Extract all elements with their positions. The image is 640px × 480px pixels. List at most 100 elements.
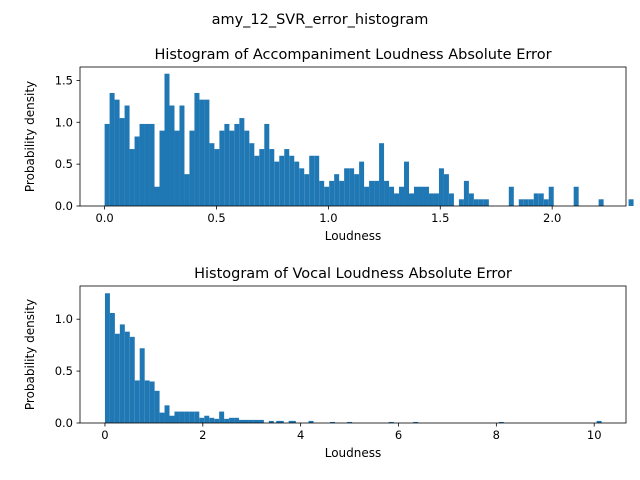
accompaniment-ticks: 0.0 0.5 1.0 1.5 2.0 0.0 0.5 1.0 1.5	[55, 73, 562, 225]
vocal-bar	[413, 421, 419, 423]
accompaniment-x-tick-label: 1.5	[431, 211, 449, 225]
accompaniment-bar	[214, 149, 220, 206]
accompaniment-bar	[129, 149, 135, 206]
vocal-bar	[189, 411, 195, 423]
accompaniment-bar	[443, 174, 449, 206]
accompaniment-bar	[259, 149, 265, 206]
vocal-bar	[268, 420, 274, 423]
vocal-bar	[204, 415, 210, 423]
vocal-x-tick-label: 8	[493, 428, 500, 442]
accompaniment-y-tick-label: 1.5	[55, 73, 73, 87]
accompaniment-bar	[289, 155, 295, 206]
accompaniment-bar	[518, 199, 524, 206]
accompaniment-title: Histogram of Accompaniment Loudness Abso…	[154, 47, 551, 63]
accompaniment-x-axis-label: Loudness	[325, 229, 382, 243]
vocal-bar	[276, 420, 282, 423]
accompaniment-bar	[448, 193, 454, 206]
accompaniment-bar	[169, 105, 175, 206]
accompaniment-bar	[349, 168, 355, 206]
accompaniment-bar	[124, 105, 130, 206]
accompaniment-bar	[364, 186, 370, 206]
accompaniment-bar	[164, 73, 170, 206]
accompaniment-x-tick-label: 2.0	[543, 211, 561, 225]
vocal-bar	[498, 421, 504, 423]
accompaniment-bar	[314, 155, 320, 206]
accompaniment-bar	[433, 193, 439, 206]
accompaniment-bar	[344, 168, 350, 206]
accompaniment-bar	[294, 161, 300, 206]
vocal-bar	[290, 420, 296, 423]
vocal-bar	[278, 420, 284, 423]
vocal-bar	[256, 420, 262, 423]
accompaniment-bar	[114, 99, 120, 206]
vocal-bar	[124, 331, 130, 423]
accompaniment-bar	[528, 199, 534, 206]
vocal-title: Histogram of Vocal Loudness Absolute Err…	[194, 266, 512, 282]
accompaniment-bar	[194, 92, 200, 206]
accompaniment-bar	[384, 180, 390, 206]
vocal-x-tick-label: 6	[395, 428, 402, 442]
accompaniment-bar	[254, 155, 260, 206]
vocal-bar	[347, 421, 353, 423]
accompaniment-bar	[324, 186, 330, 206]
accompaniment-bar	[404, 161, 410, 206]
vocal-x-tick-label: 4	[297, 428, 304, 442]
vocal-y-tick-label: 0.0	[55, 416, 73, 430]
vocal-ticks: 0 2 4 6 8 10 0.0 0.5 1.0	[55, 312, 602, 442]
vocal-bar	[109, 312, 115, 423]
accompaniment-bar	[159, 130, 165, 206]
vocal-axes-frame	[79, 285, 627, 424]
vocal-bar	[144, 380, 150, 423]
accompaniment-y-tick-label: 0.5	[55, 157, 73, 171]
accompaniment-bar	[409, 193, 414, 206]
vocal-bar	[253, 419, 259, 423]
accompaniment-bar	[399, 186, 405, 206]
accompaniment-x-tick-label: 0.5	[207, 211, 225, 225]
accompaniment-bar	[543, 199, 549, 206]
accompaniment-bar	[299, 168, 305, 206]
accompaniment-bar	[508, 186, 514, 206]
vocal-bar	[388, 421, 394, 423]
accompaniment-bar	[234, 123, 240, 206]
accompaniment-bar	[139, 123, 145, 206]
accompaniment-bar	[369, 180, 375, 206]
accompaniment-bar	[199, 99, 205, 206]
vocal-bar	[139, 348, 145, 423]
accompaniment-bar	[224, 123, 230, 206]
accompaniment-x-tick-label: 1.0	[319, 211, 337, 225]
accompaniment-bar	[174, 130, 180, 206]
accompaniment-bar	[339, 180, 345, 206]
accompaniment-bar	[538, 193, 544, 206]
accompaniment-bar	[374, 180, 380, 206]
accompaniment-bar	[284, 149, 290, 206]
accompaniment-bar	[104, 123, 110, 206]
vocal-bar	[104, 293, 110, 423]
accompaniment-bar	[304, 174, 310, 206]
vocal-bar	[179, 411, 185, 423]
accompaniment-bar	[184, 174, 190, 206]
vocal-bar	[199, 417, 205, 423]
vocal-bar	[174, 411, 180, 423]
accompaniment-bar	[473, 199, 479, 206]
vocal-bar	[159, 412, 165, 423]
accompaniment-bar	[483, 199, 489, 206]
accompaniment-bar	[418, 186, 424, 206]
accompaniment-bar	[334, 174, 340, 206]
accompaniment-bar	[414, 186, 419, 206]
accompaniment-bar	[468, 193, 474, 206]
vocal-bar	[209, 417, 215, 423]
vocal-bars	[104, 293, 602, 423]
accompaniment-bar	[279, 155, 285, 206]
accompaniment-bar	[389, 186, 395, 206]
accompaniment-bar	[229, 130, 235, 206]
vocal-bar	[248, 419, 254, 423]
accompaniment-bar	[533, 193, 539, 206]
accompaniment-bar	[359, 161, 365, 206]
vocal-x-tick-label: 10	[587, 428, 602, 442]
vocal-bar	[234, 417, 240, 423]
vocal-histogram: 0 2 4 6 8 10 0.0 0.5 1.0 Histogram of Vocal Loud…	[23, 266, 627, 460]
accompaniment-y-tick-label: 1.0	[55, 115, 73, 129]
vocal-bar	[243, 419, 249, 423]
